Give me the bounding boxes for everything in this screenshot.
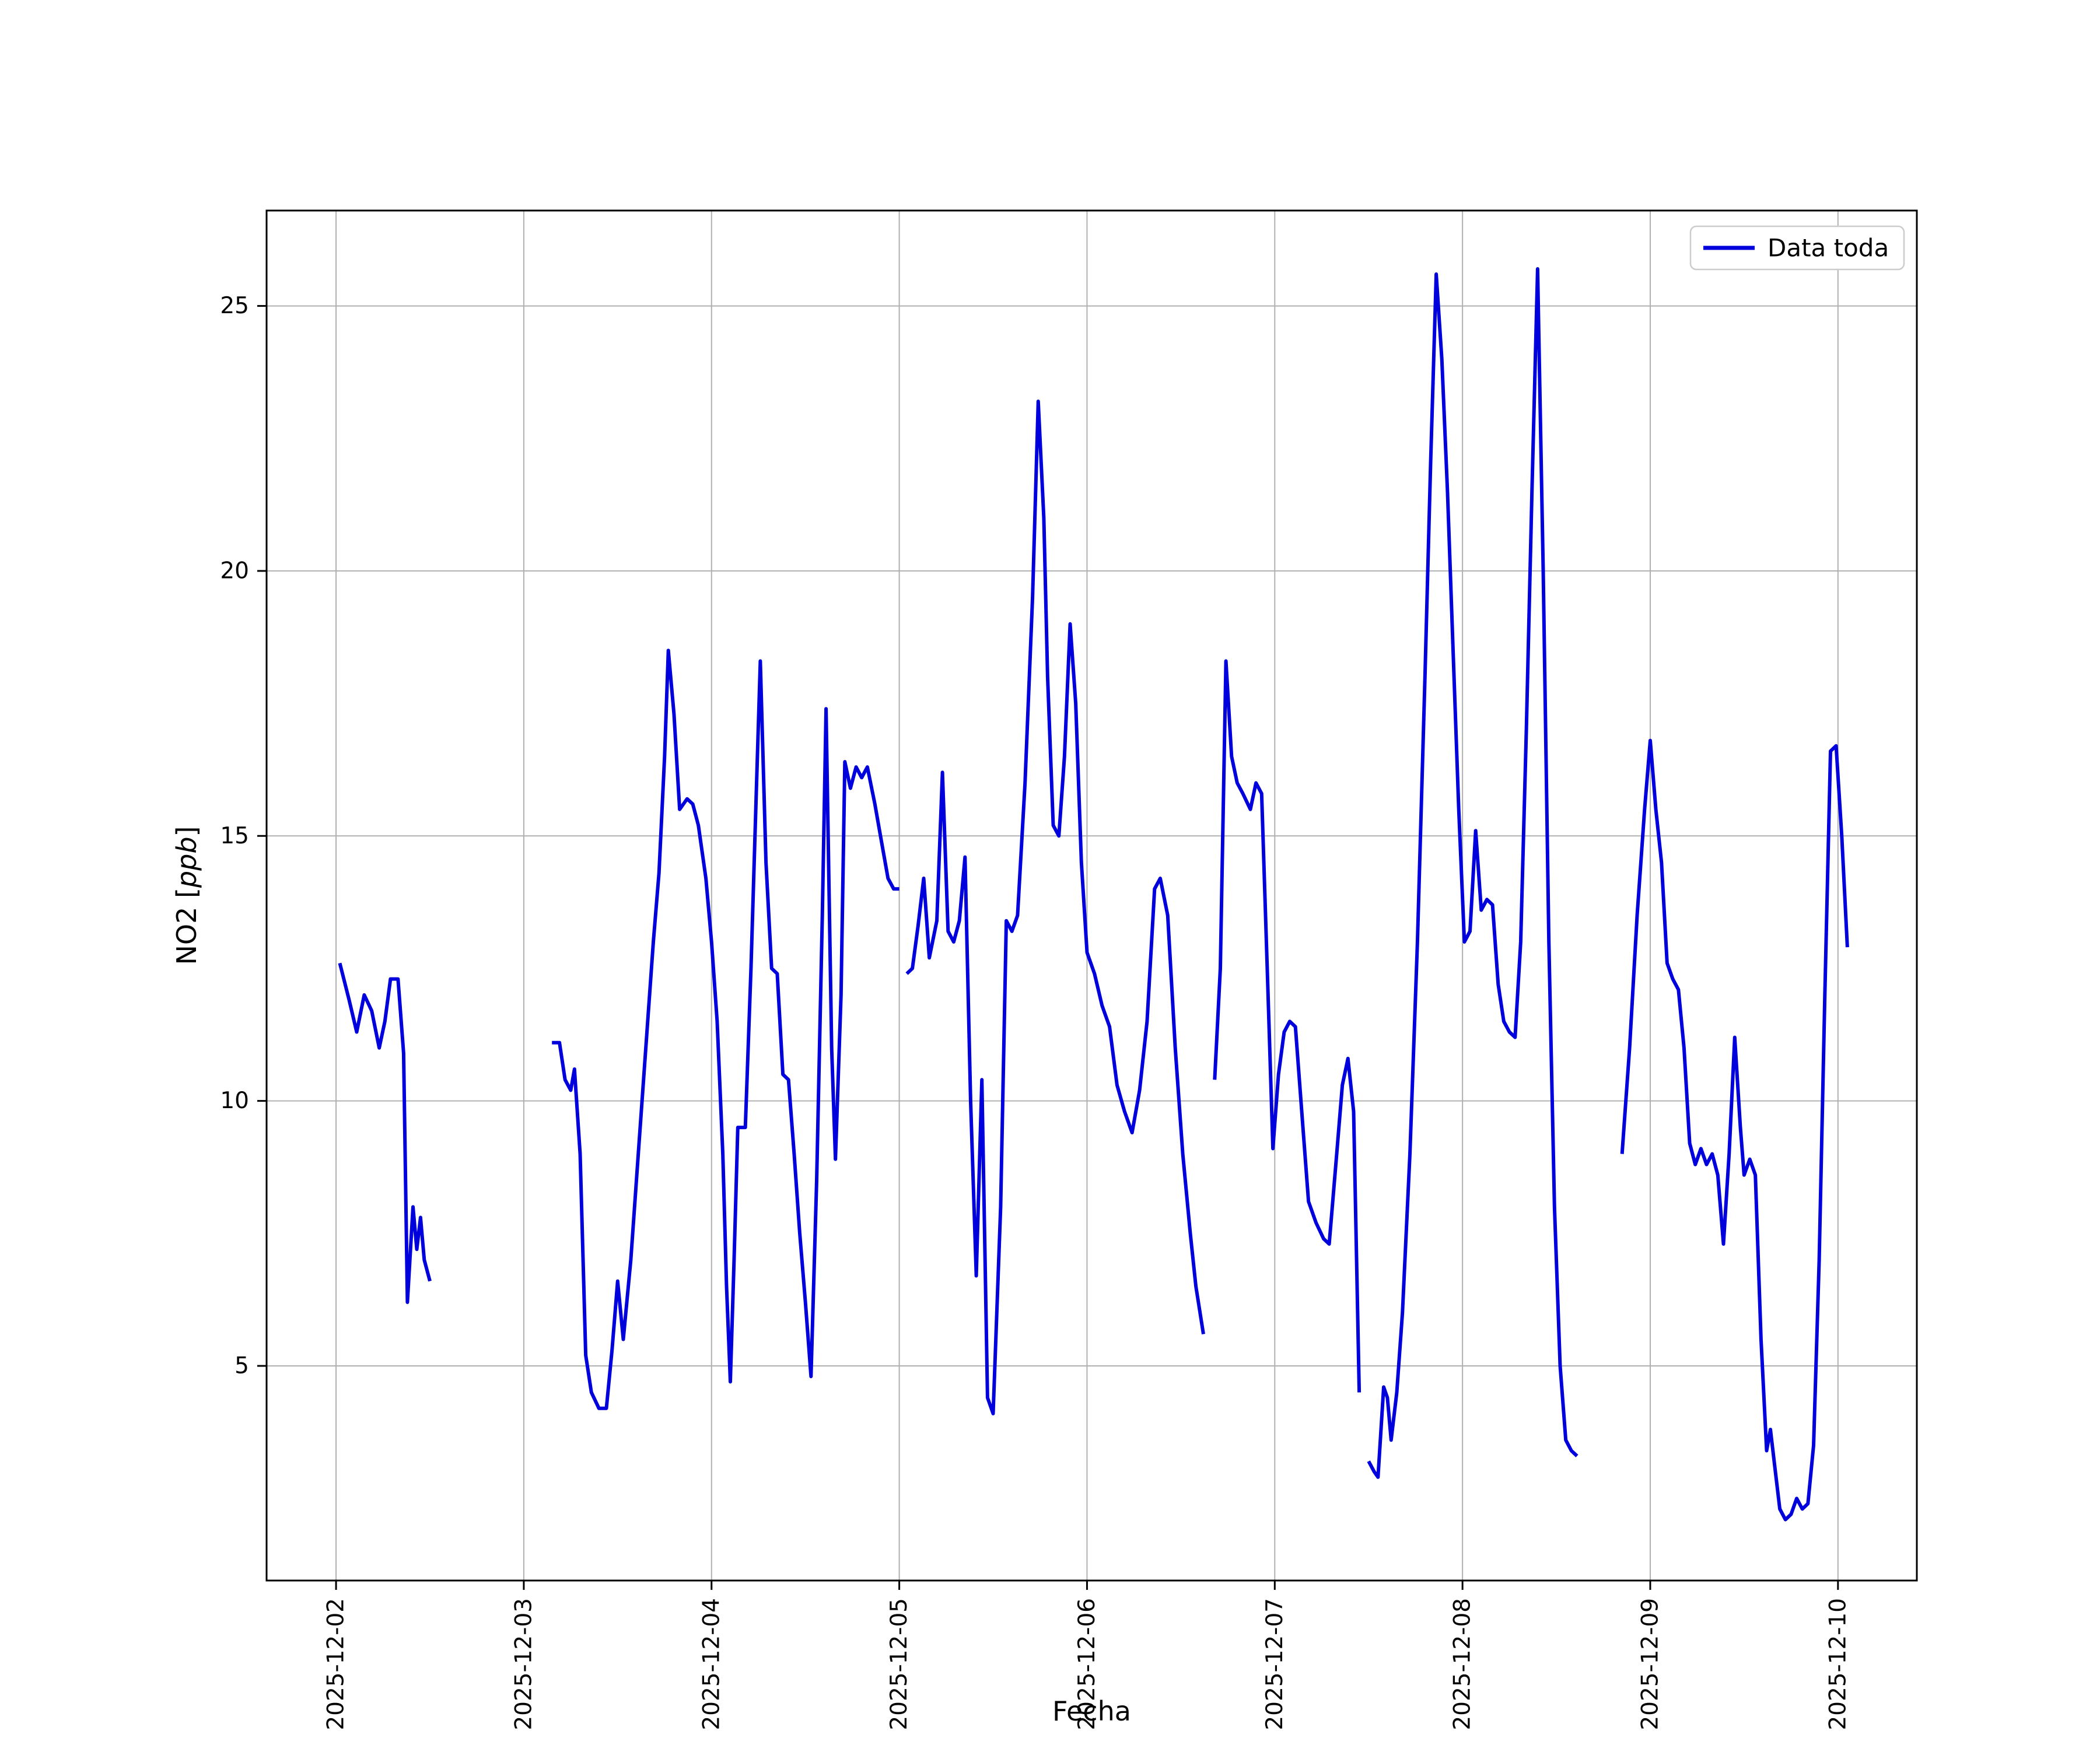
y-tick-label: 10: [220, 1088, 249, 1114]
x-tick-label: 2025-12-10: [1825, 1598, 1851, 1730]
x-tick-label: 2025-12-05: [886, 1598, 912, 1730]
y-tick-label: 5: [235, 1352, 249, 1379]
plot-background: [267, 211, 1917, 1581]
x-axis-label: Fecha: [1052, 1695, 1131, 1727]
x-tick-label: 2025-12-09: [1637, 1598, 1663, 1730]
axes-spines: [265, 209, 1918, 1582]
x-tick-label: 2025-12-04: [698, 1598, 724, 1730]
x-tick-label: 2025-12-07: [1262, 1598, 1288, 1730]
x-tick-label: 2025-12-06: [1074, 1598, 1100, 1730]
data-toda-line: [338, 267, 1849, 1522]
y-axis-label: NO2 [ppb]: [171, 826, 202, 965]
x-tick-label: 2025-12-02: [323, 1598, 349, 1730]
x-tick-label: 2025-12-08: [1450, 1598, 1476, 1730]
legend-box: [1689, 225, 1905, 271]
y-tick-label: 15: [220, 823, 249, 849]
y-tick-label: 25: [220, 293, 249, 319]
legend-label: Data toda: [1768, 234, 1889, 262]
x-tick-label: 2025-12-03: [510, 1598, 537, 1730]
legend: Data toda: [1689, 225, 1905, 271]
y-tick-label: 20: [220, 558, 249, 584]
